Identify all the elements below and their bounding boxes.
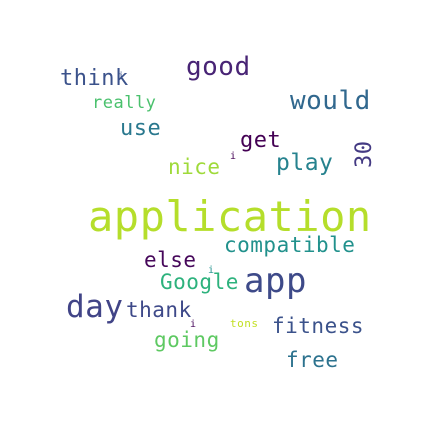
word-i-2: i xyxy=(230,151,237,162)
word-i-3: i xyxy=(208,265,215,276)
word-i-4: i xyxy=(190,319,197,330)
word-compatible: compatible xyxy=(224,233,356,257)
word-play: play xyxy=(276,150,334,176)
word-day: day xyxy=(66,289,124,325)
word-i-1: i xyxy=(118,71,125,82)
word-app: app xyxy=(244,261,307,301)
word-get: get xyxy=(240,128,282,153)
word-good: good xyxy=(186,52,251,82)
word-thank: thank xyxy=(126,298,192,322)
word-else: else xyxy=(144,248,197,272)
word-free: free xyxy=(286,348,339,372)
word-use: use xyxy=(120,116,162,141)
word-really: really xyxy=(92,93,157,113)
word-fitness: fitness xyxy=(272,314,365,338)
word-think: think xyxy=(60,66,129,91)
word-google: Google xyxy=(160,270,239,294)
word-tons: tons xyxy=(230,317,259,330)
word-nice: nice xyxy=(168,155,221,179)
word-30: 30 xyxy=(352,140,377,169)
word-would: would xyxy=(290,86,371,116)
word-going: going xyxy=(154,328,220,352)
word-application: application xyxy=(88,192,372,241)
